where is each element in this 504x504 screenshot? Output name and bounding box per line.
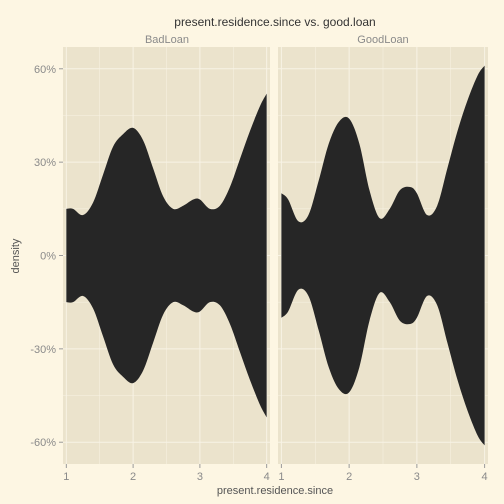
panel-strip-label-badloan: BadLoan	[145, 34, 189, 46]
panel-goodloan	[278, 47, 488, 464]
x-tick-label: 1	[278, 471, 284, 483]
panel-badloan	[63, 47, 270, 464]
y-tick-label: 60%	[34, 64, 56, 76]
panel-strip-label-goodloan: GoodLoan	[357, 34, 408, 46]
x-tick-label: 2	[130, 471, 136, 483]
x-tick-label: 3	[197, 471, 203, 483]
x-tick-label: 2	[346, 471, 352, 483]
x-tick-label: 3	[414, 471, 420, 483]
x-tick-label: 4	[482, 471, 488, 483]
y-tick-label: -60%	[30, 437, 56, 449]
y-tick-label: -30%	[30, 344, 56, 356]
y-tick-label: 0%	[40, 251, 56, 263]
chart-title: present.residence.since vs. good.loan	[174, 15, 375, 29]
x-axis-title: present.residence.since	[217, 485, 333, 497]
y-axis-title: density	[10, 238, 22, 273]
y-tick-label: 30%	[34, 157, 56, 169]
y-axis: -60% -30% 0% 30% 60%	[30, 64, 63, 449]
x-tick-label: 4	[264, 471, 270, 483]
x-tick-label: 1	[63, 471, 69, 483]
